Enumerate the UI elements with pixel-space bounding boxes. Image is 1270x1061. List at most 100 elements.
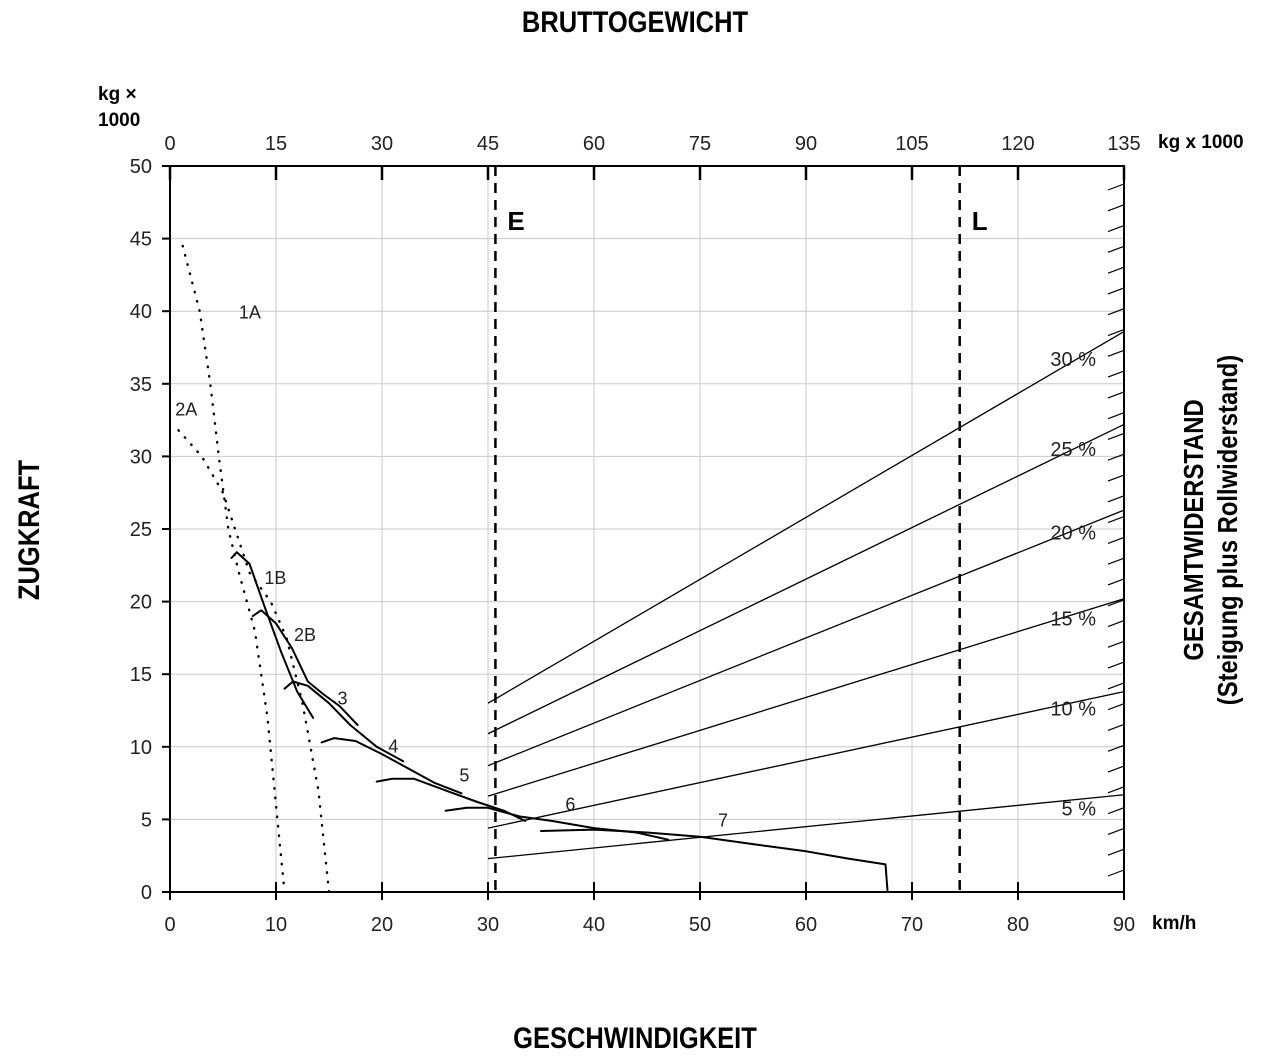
x-axis-unit: km/h [1152, 913, 1197, 934]
rimpull-curve-1B [230, 551, 315, 719]
right-scale-tick [1107, 848, 1125, 856]
x-tick-label: 30 [477, 914, 499, 936]
right-scale-tick [1107, 599, 1125, 607]
right-scale-tick [1107, 869, 1125, 877]
top-axis-tick-label: 45 [477, 133, 499, 155]
x-tick-label: 0 [164, 914, 175, 936]
y-tick-label: 15 [130, 664, 152, 686]
right-scale-tick [1107, 266, 1125, 274]
right-scale-tick [1107, 827, 1125, 835]
x-tick-label: 70 [901, 914, 923, 936]
rimpull-label-7: 7 [718, 811, 728, 831]
rimpull-label-1A: 1A [239, 302, 261, 322]
rimpull-curve-7 [540, 828, 889, 893]
y-tick-label: 25 [130, 519, 152, 541]
y-tick-label: 0 [141, 882, 152, 904]
rimpull-label-1B: 1B [264, 568, 286, 588]
right-scale-tick [1107, 682, 1125, 690]
right-scale-tick [1107, 245, 1125, 253]
x-tick-label: 10 [265, 914, 287, 936]
resistance-line [487, 690, 1125, 829]
right-scale-tick [1107, 225, 1125, 233]
x-tick-label: 20 [371, 914, 393, 936]
right-scale-tick [1107, 807, 1125, 815]
top-axis-tick-label: 0 [164, 133, 175, 155]
reference-label-E: E [507, 206, 524, 236]
right-scale-tick [1107, 786, 1125, 794]
rimpull-label-3: 3 [337, 689, 347, 709]
x-tick-label: 60 [795, 914, 817, 936]
top-axis-tick-label: 30 [371, 133, 393, 155]
resistance-label: 10 % [1050, 699, 1096, 721]
resistance-line [487, 330, 1125, 704]
rimpull-curve-1A [181, 244, 286, 894]
right-scale-tick [1107, 412, 1125, 420]
resistance-label: 20 % [1050, 522, 1096, 544]
resistance-line [487, 509, 1125, 767]
resistance-label: 25 % [1050, 439, 1096, 461]
right-scale-tick [1107, 204, 1125, 212]
right-scale-tick [1107, 765, 1125, 773]
rimpull-curve-4 [320, 737, 463, 795]
y-tick-label: 20 [130, 592, 152, 614]
right-scale-tick [1107, 328, 1125, 337]
right-scale-tick [1107, 557, 1125, 565]
rimpull-curve-3 [283, 680, 405, 763]
y-unit-line2: 1000 [98, 110, 141, 131]
y-unit-line1: kg × [98, 84, 137, 105]
y-tick-label: 45 [130, 229, 152, 251]
rimpull-curve-2B [251, 609, 359, 726]
right-scale-tick [1107, 703, 1125, 711]
x-tick-label: 80 [1007, 914, 1029, 936]
top-axis-tick-label: 75 [689, 133, 711, 155]
rimpull-label-5: 5 [459, 766, 469, 786]
right-scale-tick [1107, 432, 1125, 441]
resistance-line [487, 423, 1125, 735]
y-tick-label: 10 [130, 737, 152, 759]
right-scale-tick [1107, 474, 1125, 482]
reference-label-L: L [972, 206, 988, 236]
resistance-line [487, 794, 1125, 860]
rimpull-curve-5 [375, 777, 527, 822]
right-scale-tick [1107, 183, 1125, 191]
resistance-label: 30 % [1050, 349, 1096, 371]
rimpull-curve-6 [444, 806, 670, 841]
top-axis-tick-label: 135 [1107, 133, 1140, 155]
rimpull-label-6: 6 [565, 795, 575, 815]
x-axis-title: GESCHWINDIGKEIT [513, 1022, 757, 1055]
top-axis-tick-label: 15 [265, 133, 287, 155]
right-scale-tick [1107, 370, 1125, 378]
y-tick-label: 30 [130, 446, 152, 468]
right-scale-tick [1107, 349, 1125, 357]
y-tick-label: 40 [130, 301, 152, 323]
x-tick-label: 50 [689, 914, 711, 936]
right-scale-tick [1107, 495, 1125, 503]
x-tick-label: 90 [1113, 914, 1135, 936]
y-tick-label: 50 [130, 156, 152, 178]
right-scale-tick [1107, 536, 1125, 544]
rimpull-label-4: 4 [388, 737, 398, 757]
right-scale-tick [1107, 744, 1125, 752]
right-scale-tick [1107, 308, 1125, 316]
right-scale-tick [1107, 453, 1125, 461]
top-axis-tick-label: 120 [1001, 133, 1034, 155]
right-scale-tick [1107, 661, 1125, 669]
x-tick-label: 40 [583, 914, 605, 936]
resistance-label: 5 % [1062, 799, 1097, 821]
top-axis-tick-label: 105 [895, 133, 928, 155]
top-axis-title: BRUTTOGEWICHT [521, 6, 749, 39]
right-scale-tick [1107, 619, 1125, 628]
top-axis-unit: kg x 1000 [1158, 132, 1244, 153]
right-scale-tick [1107, 287, 1125, 295]
top-axis-tick-label: 60 [583, 133, 605, 155]
y-tick-label: 5 [141, 809, 152, 831]
resistance-line [487, 598, 1125, 797]
right-scale-tick [1107, 640, 1125, 648]
right-scale-tick [1107, 723, 1125, 732]
right-scale-tick [1107, 516, 1125, 524]
y-tick-label: 35 [130, 374, 152, 396]
rimpull-label-2A: 2A [175, 400, 197, 420]
rimpull-label-2B: 2B [294, 625, 316, 645]
resistance-label: 15 % [1050, 608, 1096, 630]
